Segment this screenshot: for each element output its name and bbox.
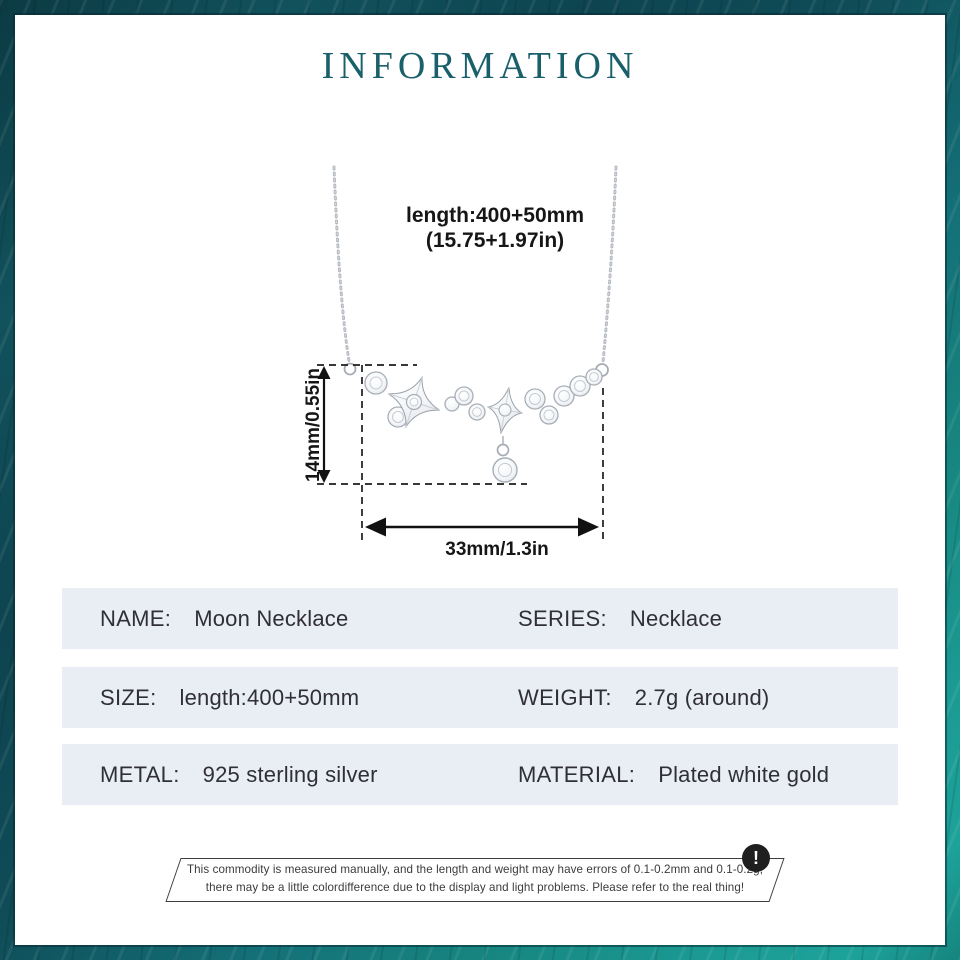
spec-value-weight: 2.7g (around): [634, 684, 770, 710]
exclamation-icon: !: [742, 844, 770, 872]
spec-label-metal: METAL:: [100, 761, 180, 787]
spec-value-metal: 925 sterling silver: [202, 761, 378, 787]
chain-length-label: length:400+50mm (15.75+1.97in): [330, 203, 660, 253]
page-title: INFORMATION: [321, 45, 639, 87]
necklace-illustration: [317, 165, 618, 540]
disclaimer-line2: there may be a little colordifference du…: [205, 881, 745, 895]
spec-cell-series: SERIES: Necklace: [518, 588, 722, 649]
spec-cell-material: MATERIAL: Plated white gold: [518, 744, 829, 805]
spec-label-series: SERIES:: [518, 605, 607, 631]
spec-label-size: SIZE:: [100, 684, 157, 710]
chain-left: [332, 165, 351, 363]
dangle-ring: [496, 443, 510, 457]
chain-right: [601, 165, 618, 364]
pendant-height-label: 14mm/0.55in: [303, 367, 324, 483]
chain-length-line2: (15.75+1.97in): [425, 229, 565, 252]
spec-row-size-weight: SIZE: length:400+50mm WEIGHT: 2.7g (arou…: [62, 667, 898, 728]
spec-value-name: Moon Necklace: [194, 605, 349, 631]
pendant: [364, 368, 603, 483]
spec-cell-size: SIZE: length:400+50mm: [100, 667, 359, 728]
dangle-gem: [492, 457, 518, 483]
spec-label-weight: WEIGHT:: [518, 684, 612, 710]
chain-length-line1: length:400+50mm: [406, 204, 584, 227]
spec-row-metal-material: METAL: 925 sterling silver MATERIAL: Pla…: [62, 744, 898, 805]
spec-label-name: NAME:: [100, 605, 172, 631]
disclaimer-text: This commodity is measured manually, and…: [180, 861, 770, 898]
width-arrow: [365, 517, 599, 537]
card-content: INFORMATION: [15, 15, 945, 945]
dashed-measure-lines: [317, 364, 604, 540]
spec-value-series: Necklace: [629, 605, 723, 631]
disclaimer-line1: This commodity is measured manually, and…: [186, 863, 764, 876]
jump-ring-left: [343, 362, 357, 376]
star-large: [388, 375, 440, 429]
spec-row-name-series: NAME: Moon Necklace SERIES: Necklace: [62, 588, 898, 649]
spec-value-material: Plated white gold: [658, 761, 830, 787]
jump-ring-right: [595, 363, 609, 377]
dangle-gem-facet: [497, 462, 513, 478]
spec-cell-metal: METAL: 925 sterling silver: [100, 744, 378, 805]
spec-cell-name: NAME: Moon Necklace: [100, 588, 348, 649]
spec-cell-weight: WEIGHT: 2.7g (around): [518, 667, 769, 728]
star-small: [486, 387, 524, 434]
spec-value-size: length:400+50mm: [179, 684, 360, 710]
pendant-width-label: 33mm/1.3in: [445, 539, 549, 560]
spec-label-material: MATERIAL:: [518, 761, 636, 787]
